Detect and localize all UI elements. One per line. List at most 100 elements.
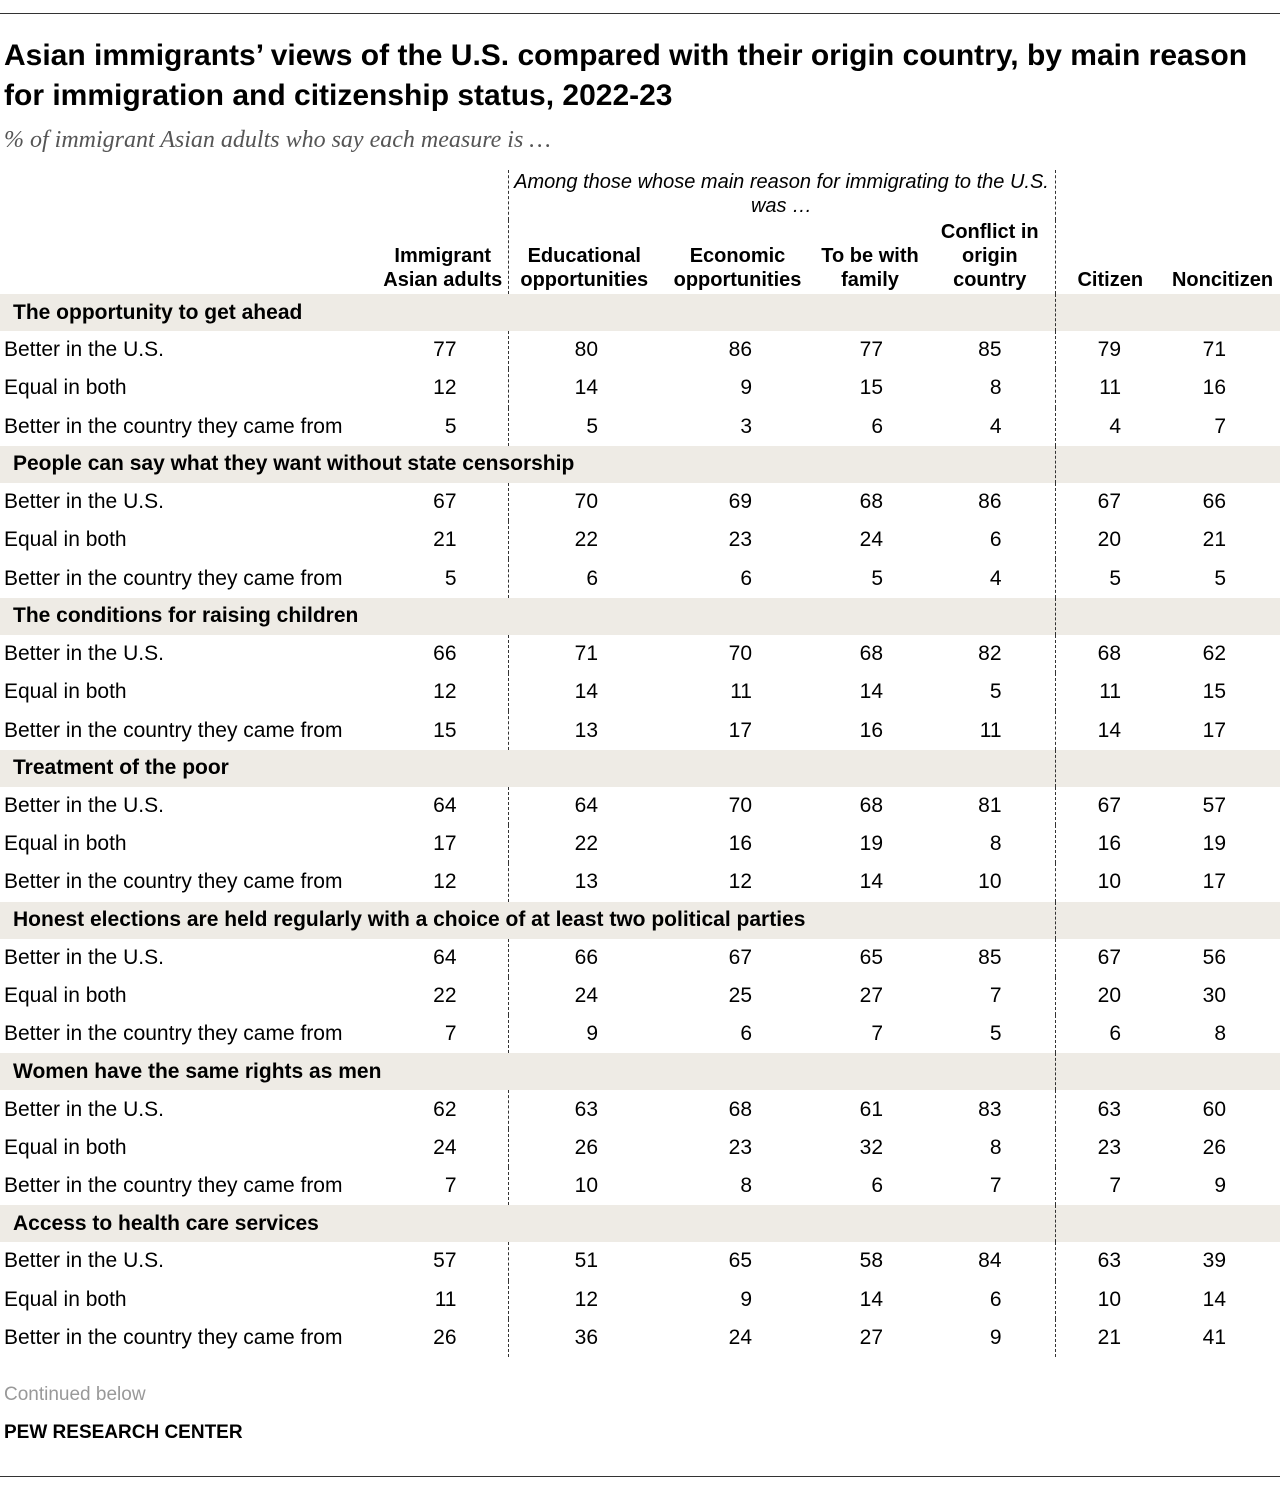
table-row: Better in the U.S. 62 63 68 61 83 63 60 [0,1090,1280,1129]
table-row: Equal in both 21 22 23 24 6 20 21 [0,521,1280,560]
data-cell: 83 [978,1097,1002,1121]
data-cell: 3 [740,414,752,438]
data-cell: 17 [433,832,457,856]
data-cell: 8 [989,376,1002,400]
section-header: The opportunity to get ahead [0,294,1280,331]
table-row: Better in the U.S. 64 66 67 65 85 67 56 [0,938,1280,977]
data-cell: 27 [859,1326,883,1350]
row-label: Better in the country they came from [4,414,343,438]
column-header-citizen: Citizen [1054,220,1166,294]
data-cell: 22 [433,984,457,1007]
data-cell: 13 [507,711,660,750]
row-label: Equal in both [4,832,127,856]
data-cell: 17 [1202,718,1227,742]
data-cell: 26 [507,1128,660,1168]
row-label: Better in the country they came from [4,1326,343,1350]
data-cell: 39 [1202,1249,1227,1273]
data-cell: 17 [728,718,752,742]
data-cell: 63 [507,1090,660,1129]
table-row: Better in the U.S. 57 51 65 58 84 63 39 [0,1242,1280,1281]
data-cell: 14 [507,369,660,408]
data-cell: 12 [728,870,752,894]
column-header-economic-opportunities: Economic opportunities [673,245,802,291]
data-cell: 63 [1054,1242,1166,1281]
data-cell: 81 [978,793,1002,817]
data-cell: 12 [433,870,457,894]
data-cell: 64 [433,945,457,969]
data-cell: 66 [507,938,660,977]
data-cell: 86 [728,338,752,362]
data-cell: 57 [433,1249,457,1273]
data-cell: 62 [433,1097,457,1121]
data-cell: 4 [989,414,1002,438]
row-label: Better in the U.S. [4,641,164,665]
row-label: Equal in both [4,528,127,552]
section-header: Honest elections are held regularly with… [0,901,1280,939]
data-cell: 5 [507,407,660,446]
data-cell: 63 [1054,1090,1166,1129]
data-cell: 14 [859,680,883,704]
data-cell: 32 [859,1135,883,1159]
column-header-conflict-in-origin-country: Conflict in origin country [940,221,1039,291]
table-row: Better in the U.S. 67 70 69 68 86 67 66 [0,482,1280,522]
data-cell: 10 [507,1167,660,1206]
data-cell: 24 [507,976,660,1016]
data-cell: 6 [740,566,752,590]
chart-subtitle: % of immigrant Asian adults who say each… [4,127,551,153]
data-cell: 17 [1202,870,1227,894]
table-row: Equal in both 24 26 23 32 8 23 26 [0,1128,1280,1168]
row-label: Better in the country they came from [4,870,343,894]
data-cell: 65 [728,1249,752,1273]
row-label: Equal in both [4,1135,127,1159]
table-row: Equal in both 22 24 25 27 7 20 30 [0,976,1280,1016]
data-cell: 66 [1202,490,1227,514]
data-cell: 70 [728,641,752,665]
data-cell: 19 [1202,832,1227,856]
data-cell: 21 [433,528,457,552]
data-cell: 12 [507,1280,660,1319]
row-label: Better in the U.S. [4,490,164,514]
data-cell: 12 [433,376,457,400]
column-header-immigrant-asian-adults: Immigrant Asian adults [383,245,503,291]
data-cell: 69 [728,490,752,514]
data-cell: 8 [989,832,1002,856]
data-cell: 11 [730,680,752,704]
data-cell: 71 [1202,338,1227,362]
data-cell: 4 [989,566,1002,590]
data-cell: 11 [1054,673,1166,712]
data-cell: 86 [978,490,1002,514]
data-cell: 23 [1054,1128,1166,1168]
data-cell: 20 [1054,976,1166,1016]
data-cell: 9 [989,1326,1002,1350]
data-cell: 68 [859,490,883,514]
table-row: Equal in both 17 22 16 19 8 16 19 [0,824,1280,864]
data-cell: 23 [728,1135,752,1159]
data-cell: 8 [1214,1022,1227,1046]
data-cell: 5 [871,566,883,590]
data-cell: 7 [1214,414,1227,438]
row-label: Equal in both [4,680,127,704]
data-cell: 58 [859,1249,883,1273]
source-label: PEW RESEARCH CENTER [4,1422,243,1443]
row-label: Better in the country they came from [4,566,343,590]
data-cell: 26 [433,1326,457,1350]
data-cell: 11 [979,718,1002,742]
data-cell: 7 [444,1022,457,1046]
bottom-rule [0,1476,1280,1477]
data-cell: 14 [1054,711,1166,750]
data-cell: 56 [1202,945,1227,969]
data-cell: 41 [1202,1326,1227,1350]
row-label: Better in the U.S. [4,338,164,362]
data-cell: 10 [1054,863,1166,902]
data-cell: 4 [1054,407,1166,446]
data-cell: 19 [859,832,883,856]
section-title: People can say what they want without st… [0,445,1056,483]
data-cell: 68 [859,793,883,817]
data-cell: 80 [507,331,660,370]
data-cell: 5 [989,680,1002,704]
row-label: Better in the U.S. [4,1249,164,1273]
data-cell: 21 [1054,1318,1166,1358]
data-cell: 11 [434,1287,457,1311]
data-cell: 13 [507,863,660,902]
data-cell: 68 [859,641,883,665]
